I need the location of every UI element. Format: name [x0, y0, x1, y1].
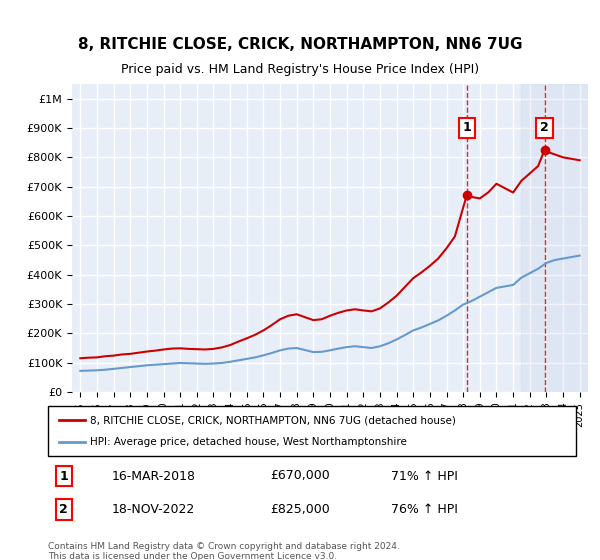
Text: £670,000: £670,000: [270, 469, 329, 483]
Text: 16-MAR-2018: 16-MAR-2018: [112, 469, 196, 483]
Text: 8, RITCHIE CLOSE, CRICK, NORTHAMPTON, NN6 7UG (detached house): 8, RITCHIE CLOSE, CRICK, NORTHAMPTON, NN…: [90, 415, 456, 425]
Text: 76% ↑ HPI: 76% ↑ HPI: [391, 503, 458, 516]
Bar: [521, 84, 588, 392]
Text: Contains HM Land Registry data © Crown copyright and database right 2024.
This d: Contains HM Land Registry data © Crown c…: [48, 542, 400, 560]
Text: 8, RITCHIE CLOSE, CRICK, NORTHAMPTON, NN6 7UG: 8, RITCHIE CLOSE, CRICK, NORTHAMPTON, NN…: [78, 38, 522, 52]
Text: 18-NOV-2022: 18-NOV-2022: [112, 503, 194, 516]
Text: 71% ↑ HPI: 71% ↑ HPI: [391, 469, 458, 483]
FancyBboxPatch shape: [48, 406, 576, 456]
Text: 1: 1: [59, 469, 68, 483]
Text: Price paid vs. HM Land Registry's House Price Index (HPI): Price paid vs. HM Land Registry's House …: [121, 63, 479, 77]
Text: 2: 2: [59, 503, 68, 516]
Text: £825,000: £825,000: [270, 503, 329, 516]
Text: 2: 2: [540, 122, 549, 134]
Text: 1: 1: [462, 122, 471, 134]
Text: HPI: Average price, detached house, West Northamptonshire: HPI: Average price, detached house, West…: [90, 437, 407, 447]
